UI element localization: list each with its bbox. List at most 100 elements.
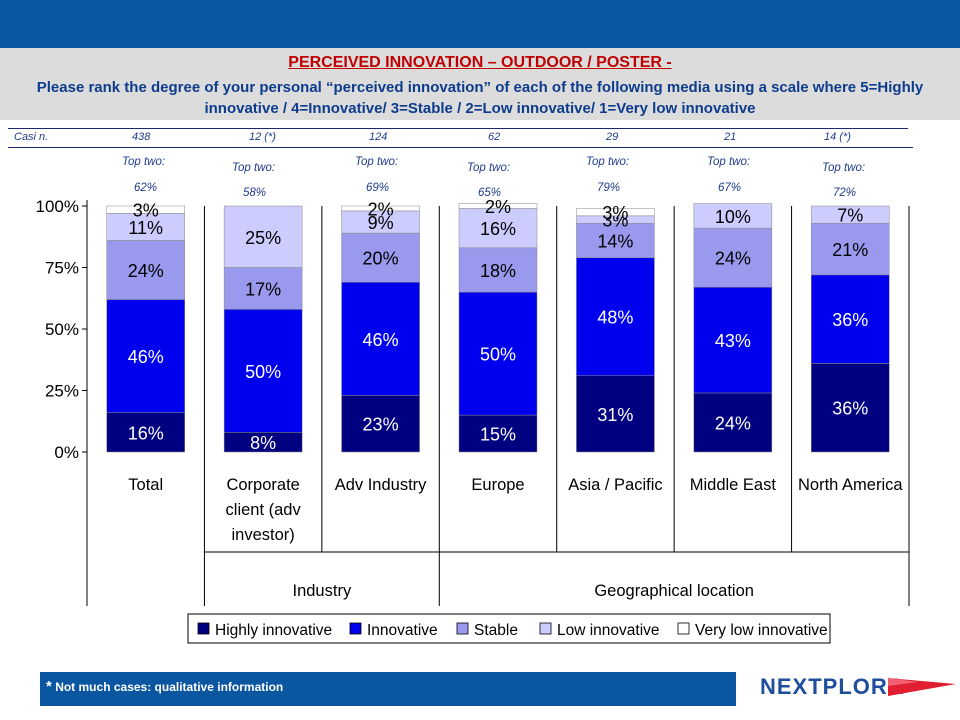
legend-label: Stable [474, 622, 518, 639]
bar-segment [223, 309, 303, 433]
y-tick-label: 0% [54, 443, 79, 462]
bar-segment [106, 213, 185, 241]
bar-segment [693, 203, 773, 229]
legend-box [187, 613, 831, 644]
bar-segment [458, 208, 538, 249]
data-label: 48% [597, 308, 633, 328]
bar-segment [341, 395, 420, 453]
top-two-value: 79% [597, 182, 621, 194]
data-label: 8% [250, 433, 276, 453]
casi-value: 12 (*) [249, 131, 276, 143]
data-label: 31% [597, 405, 633, 425]
bar-segment [458, 414, 538, 453]
top-two-label: Top two: [707, 156, 751, 168]
data-label: 15% [480, 425, 516, 445]
top-two-value: 65% [478, 187, 502, 199]
category-label: Asia / Pacific [568, 476, 662, 494]
data-label: 46% [363, 330, 399, 350]
data-label: 17% [245, 279, 281, 299]
casi-value: 438 [132, 131, 151, 143]
top-two-label: Top two: [586, 156, 630, 168]
top-two-value: 67% [718, 182, 742, 194]
category-label: investor) [232, 526, 295, 544]
data-label: 25% [245, 228, 281, 248]
top-two-value: 69% [366, 182, 390, 194]
bar-segment [811, 274, 890, 364]
footer-asterisk: * [46, 678, 52, 695]
casi-line-top [8, 128, 908, 129]
legend-label: Low innovative [557, 622, 660, 639]
data-label: 3% [133, 201, 159, 221]
data-label: 9% [368, 213, 394, 233]
data-label: 14% [597, 231, 633, 251]
legend-swatch [456, 622, 469, 635]
legend-label: Very low innovative [695, 622, 828, 639]
bar-segment [693, 227, 773, 288]
data-label: 36% [832, 310, 868, 330]
bar-segment [341, 282, 420, 396]
bar-segment [106, 240, 185, 300]
page-title: PERCEIVED INNOVATION – OUTDOOR / POSTER … [288, 54, 672, 71]
category-label: Adv Industry [335, 476, 427, 494]
bar-segment [106, 299, 185, 413]
data-label: 24% [715, 249, 751, 269]
data-label: 18% [480, 261, 516, 281]
data-label: 24% [128, 261, 164, 281]
legend-swatch [349, 622, 362, 635]
bar-segment [223, 205, 303, 268]
data-label: 21% [832, 240, 868, 260]
bar-segment [811, 222, 890, 276]
legend-label: Highly innovative [215, 622, 332, 639]
top-bar [0, 0, 960, 48]
bar-segment [223, 267, 303, 310]
page-subtitle: Please rank the degree of your personal … [36, 79, 924, 117]
top-two-value: 62% [134, 182, 158, 194]
data-label: 2% [485, 197, 511, 217]
data-label: 24% [715, 413, 751, 433]
casi-label: Casi n. [14, 131, 49, 143]
bar-segment [341, 205, 420, 212]
footer-note-text: Not much cases: qualitative information [55, 680, 284, 694]
data-label: 20% [363, 249, 399, 269]
top-two-label: Top two: [467, 162, 511, 174]
data-label: 7% [837, 206, 863, 226]
flag-icon [888, 678, 956, 696]
category-label: Total [128, 476, 163, 494]
category-label: client (adv [226, 501, 302, 519]
data-label: 16% [480, 219, 516, 239]
data-label: 10% [715, 207, 751, 227]
data-label: 43% [715, 331, 751, 351]
category-label: Middle East [690, 476, 777, 494]
title-band [0, 48, 960, 120]
data-label: 11% [128, 218, 163, 238]
category-label: Europe [471, 476, 524, 494]
casi-line-bottom [8, 147, 913, 148]
brand-logo: NEXTPLORA [760, 674, 905, 699]
casi-value: 21 [724, 131, 737, 143]
bar-segment [576, 257, 655, 376]
category-label: Corporate [226, 476, 299, 494]
data-label: 23% [363, 415, 399, 435]
data-label: 36% [832, 399, 868, 419]
data-label: 50% [480, 345, 516, 365]
data-label: 3% [602, 203, 628, 223]
top-two-value: 58% [243, 187, 267, 199]
group-label: Industry [293, 582, 352, 600]
data-label: 16% [128, 423, 164, 443]
top-two-label: Top two: [232, 162, 276, 174]
legend-swatch [197, 622, 210, 635]
bar-segment [458, 291, 538, 416]
casi-value: 62 [488, 131, 501, 143]
bar-segment [576, 222, 655, 258]
bar-segment [106, 412, 185, 453]
y-tick-label: 25% [45, 382, 79, 401]
y-tick-label: 75% [45, 259, 79, 278]
footer-band [40, 672, 736, 706]
y-tick-label: 100% [36, 197, 79, 216]
top-two-label: Top two: [355, 156, 399, 168]
category-label: North America [798, 476, 903, 494]
top-two-value: 72% [833, 187, 857, 199]
y-tick-label: 50% [45, 320, 79, 339]
top-two-label: Top two: [122, 156, 166, 168]
